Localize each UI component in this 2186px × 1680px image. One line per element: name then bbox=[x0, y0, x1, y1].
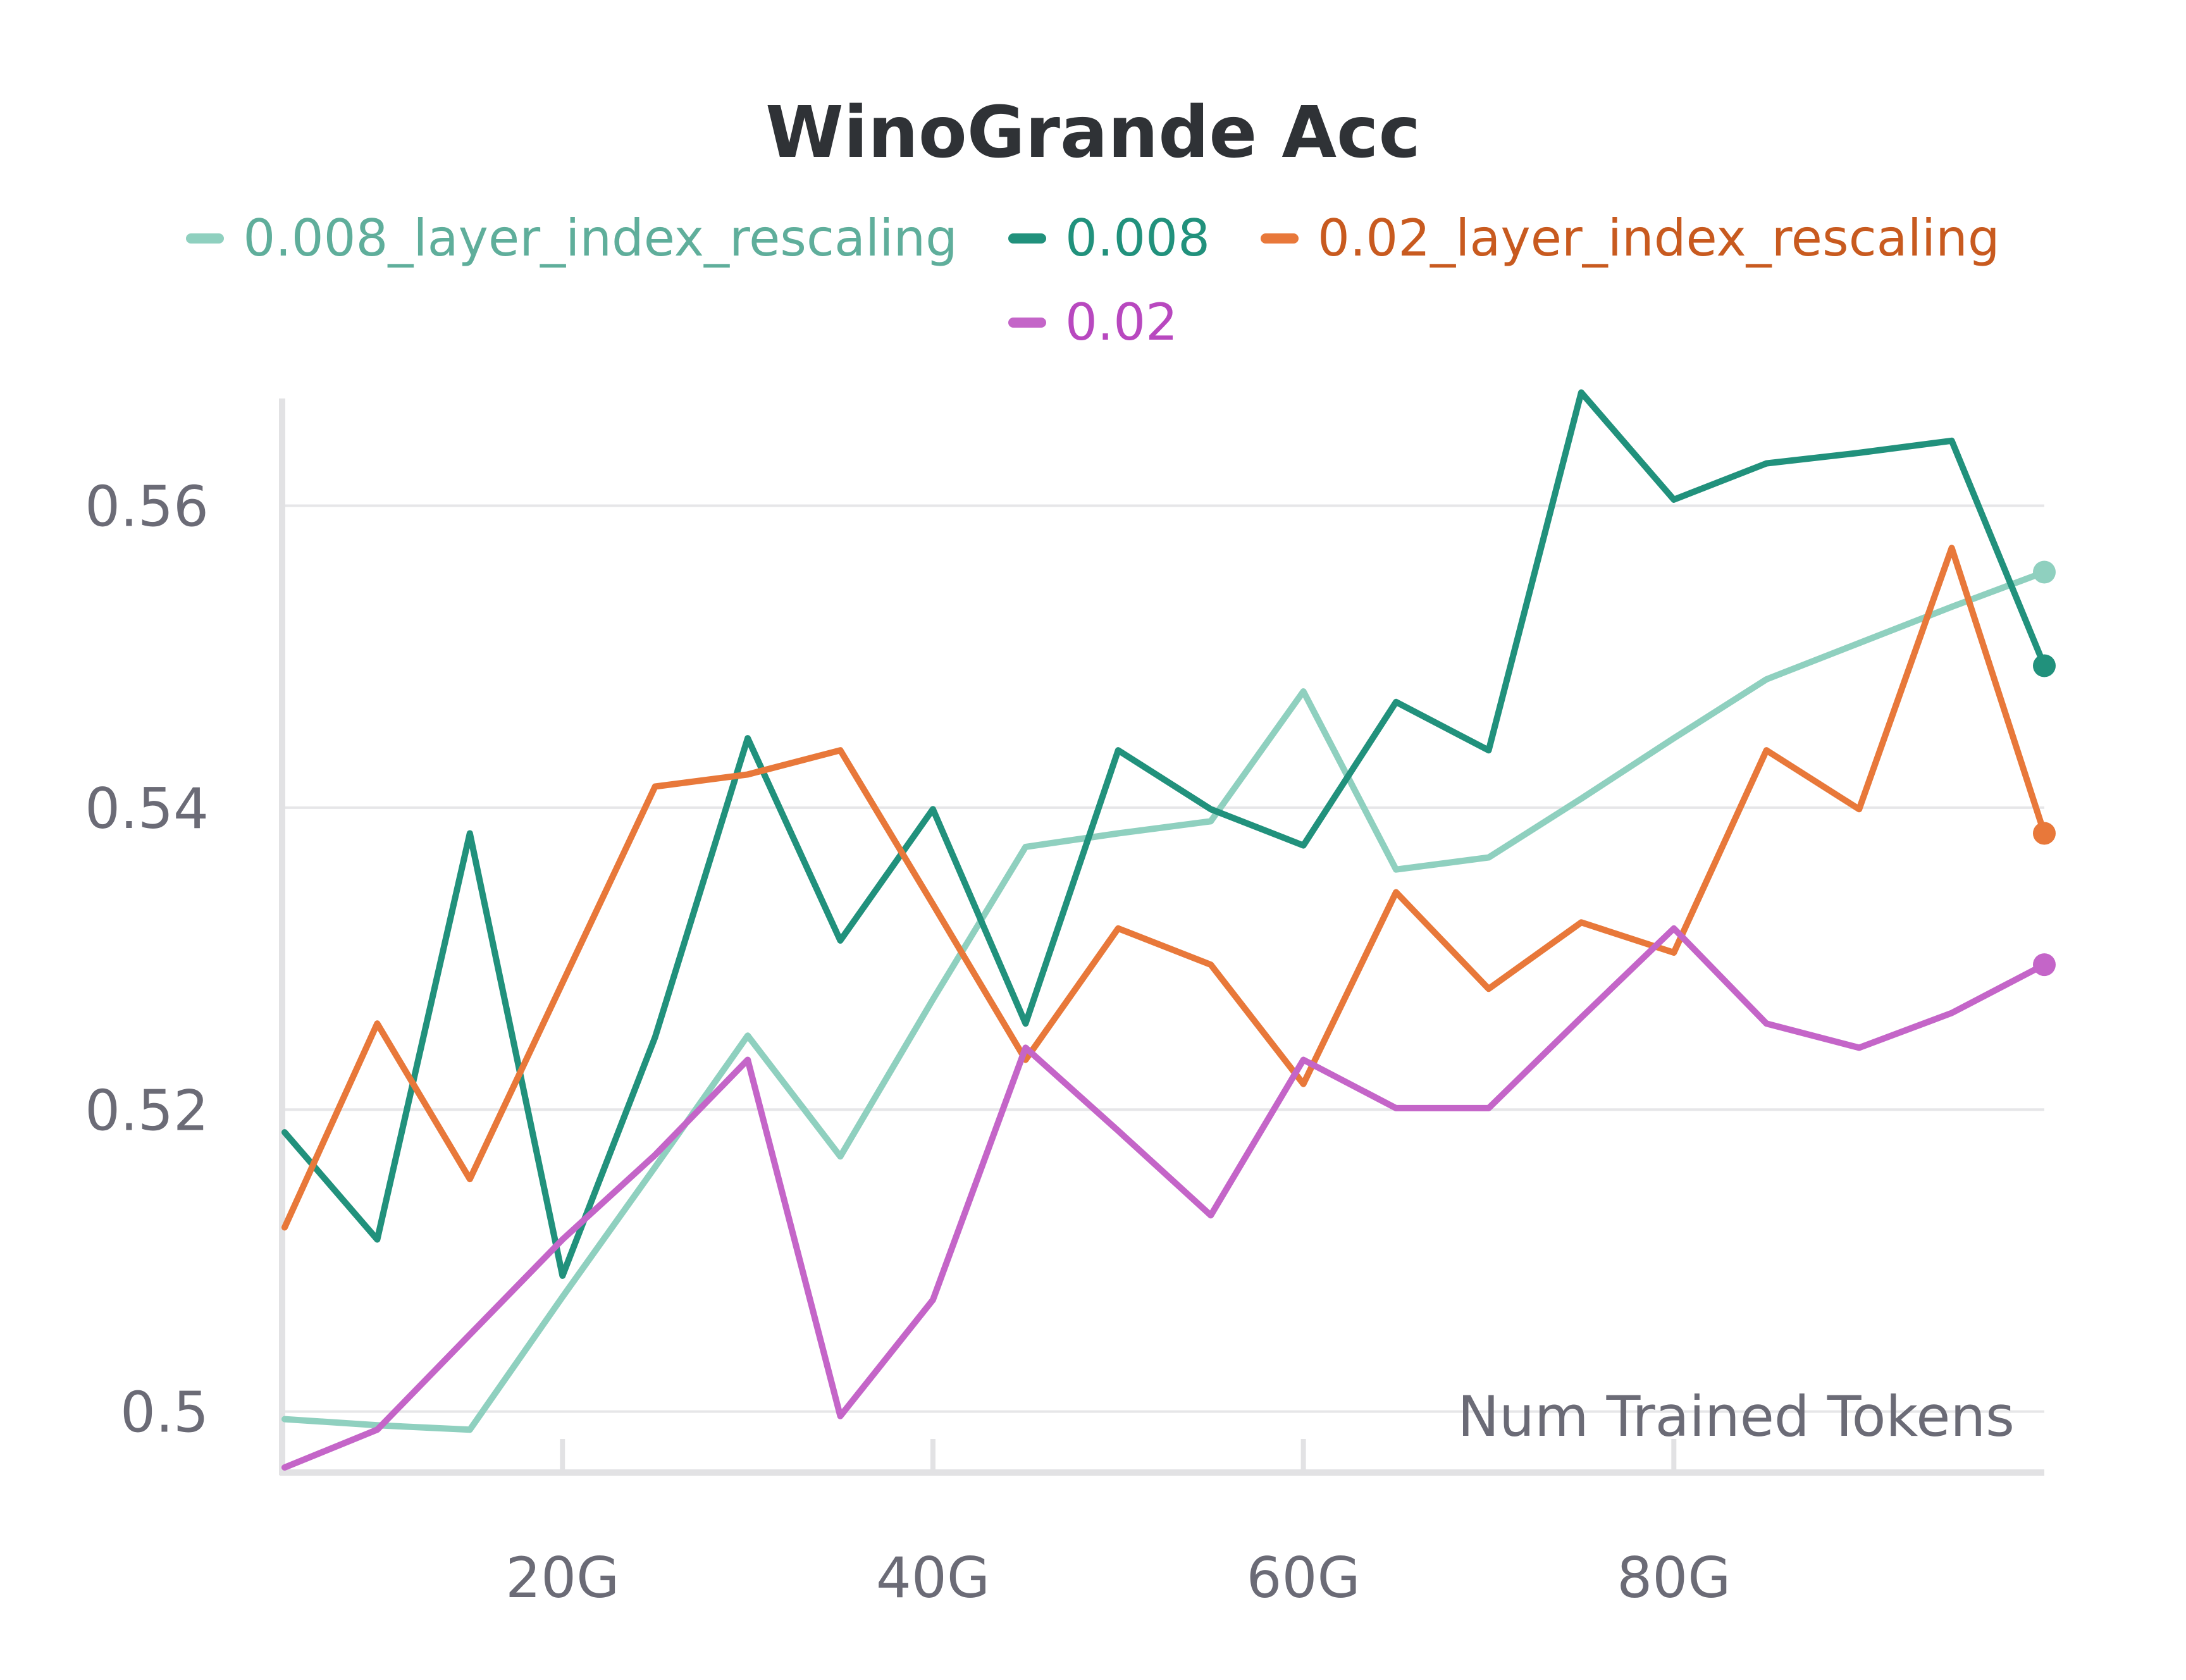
y-tick-label-3: 0.56 bbox=[85, 474, 209, 539]
x-tick-label-2: 60G bbox=[1247, 1545, 1361, 1610]
axes bbox=[279, 398, 2044, 1476]
legend-swatch-0008 bbox=[1008, 233, 1046, 244]
series-line-0 bbox=[281, 569, 2047, 1433]
series-line-3 bbox=[281, 925, 2047, 1471]
legend-label-0008-rescaling: 0.008_layer_index_rescaling bbox=[243, 209, 958, 268]
legend-swatch-0008-rescaling bbox=[186, 233, 225, 244]
y-tick-label-2: 0.54 bbox=[85, 776, 209, 841]
series-end-point-1 bbox=[2033, 654, 2056, 677]
legend-item-002-rescaling[interactable]: 0.02_layer_index_rescaling bbox=[1260, 209, 2000, 268]
axis-labels: 0.5 0.52 0.54 0.56 20G 40G 60G 80G Num Trained T… bbox=[85, 474, 2015, 1610]
legend-item-0008[interactable]: 0.008 bbox=[1008, 209, 1210, 268]
legend-label-0008: 0.008 bbox=[1065, 209, 1210, 268]
legend-swatch-002-rescaling bbox=[1260, 233, 1299, 244]
series-lines bbox=[281, 389, 2056, 1471]
x-tick-label-1: 40G bbox=[876, 1545, 990, 1610]
y-tick-label-1: 0.52 bbox=[85, 1078, 209, 1143]
grid-lines bbox=[285, 504, 2044, 1413]
x-tick-label-0: 20G bbox=[505, 1545, 619, 1610]
chart-title: WinoGrande Acc bbox=[765, 92, 1421, 174]
series-line-1 bbox=[281, 389, 2047, 1279]
series-end-point-3 bbox=[2033, 953, 2056, 977]
x-axis-label: Num Trained Tokens bbox=[1457, 1384, 2015, 1449]
legend-item-0008-rescaling[interactable]: 0.008_layer_index_rescaling bbox=[186, 209, 958, 268]
x-tick-label-3: 80G bbox=[1617, 1545, 1731, 1610]
legend-swatch-002 bbox=[1008, 317, 1046, 328]
series-end-point-2 bbox=[2033, 822, 2056, 845]
legend-row-1: 0.008_layer_index_rescaling 0.008 0.02_l… bbox=[0, 209, 2186, 268]
y-tick-label-0: 0.5 bbox=[120, 1380, 209, 1445]
legend: 0.008_layer_index_rescaling 0.008 0.02_l… bbox=[0, 209, 2186, 377]
legend-item-002[interactable]: 0.02 bbox=[1008, 293, 1178, 352]
legend-label-002-rescaling: 0.02_layer_index_rescaling bbox=[1317, 209, 2000, 268]
legend-label-002: 0.02 bbox=[1065, 293, 1178, 352]
series-line-2 bbox=[281, 545, 2047, 1231]
series-end-point-0 bbox=[2033, 560, 2056, 584]
legend-row-2: 0.02 bbox=[0, 293, 2186, 352]
